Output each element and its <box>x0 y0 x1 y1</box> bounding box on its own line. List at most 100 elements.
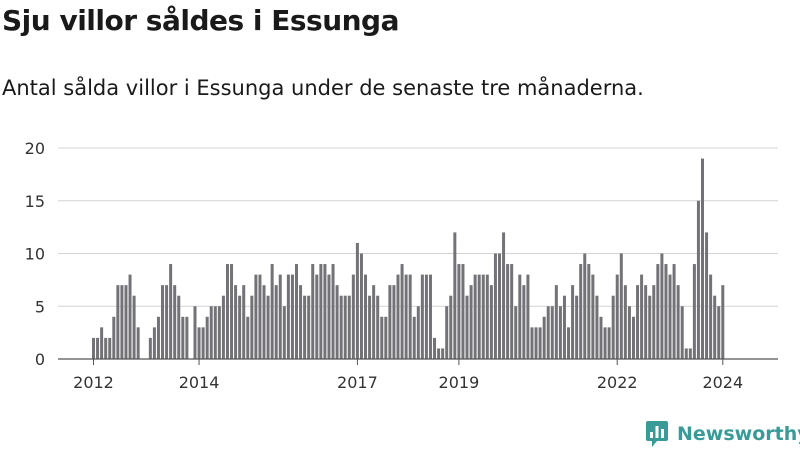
bar <box>262 285 266 359</box>
bar <box>124 285 128 359</box>
chart-subtitle: Antal sålda villor i Essunga under de se… <box>2 76 644 100</box>
bar <box>554 285 558 359</box>
bar <box>355 242 359 359</box>
bar <box>201 327 205 359</box>
bar <box>457 264 461 359</box>
bar <box>583 253 587 359</box>
bar <box>713 295 717 359</box>
bar <box>599 316 603 359</box>
bar <box>278 274 282 359</box>
bar <box>368 295 372 359</box>
bar <box>558 306 562 359</box>
bar <box>400 264 404 359</box>
bar <box>721 285 725 359</box>
bar <box>116 285 120 359</box>
x-tick-label: 2017 <box>337 373 378 392</box>
y-tick-label: 10 <box>25 245 45 264</box>
bar <box>303 295 307 359</box>
x-tick-label: 2019 <box>439 373 480 392</box>
bar <box>648 295 652 359</box>
bar <box>274 285 278 359</box>
bar <box>120 285 124 359</box>
bar <box>530 327 534 359</box>
bar <box>319 264 323 359</box>
bar <box>575 295 579 359</box>
bar <box>339 295 343 359</box>
bar <box>579 264 583 359</box>
bar <box>108 337 112 359</box>
bar <box>420 274 424 359</box>
bar <box>234 285 238 359</box>
bar <box>696 200 700 359</box>
newsworthy-logo: Newsworthy <box>645 420 800 448</box>
bar <box>627 306 631 359</box>
bar <box>676 285 680 359</box>
bar <box>351 274 355 359</box>
bar <box>445 306 449 359</box>
bar <box>481 274 485 359</box>
bar <box>384 316 388 359</box>
bar <box>469 285 473 359</box>
bar <box>100 327 104 359</box>
bar <box>465 295 469 359</box>
bar <box>534 327 538 359</box>
bar <box>424 274 428 359</box>
bar <box>282 306 286 359</box>
bar <box>473 274 477 359</box>
bar <box>453 232 457 359</box>
bar <box>197 327 201 359</box>
bar <box>408 274 412 359</box>
bar <box>250 295 254 359</box>
bar <box>680 306 684 359</box>
bar <box>656 264 660 359</box>
x-tick-label: 2012 <box>73 373 114 392</box>
bar <box>193 306 197 359</box>
bar <box>692 264 696 359</box>
bar <box>489 285 493 359</box>
bar <box>177 295 181 359</box>
bar <box>380 316 384 359</box>
bar <box>112 316 116 359</box>
bar <box>230 264 234 359</box>
bar <box>652 285 656 359</box>
bar <box>295 264 298 359</box>
x-tick-label: 2014 <box>179 373 220 392</box>
bar <box>522 285 526 359</box>
bar <box>286 274 290 359</box>
bar <box>388 285 392 359</box>
bar <box>461 264 465 359</box>
bar <box>404 274 408 359</box>
bar <box>128 274 132 359</box>
bar <box>449 295 453 359</box>
bar <box>672 264 676 359</box>
bar <box>104 337 108 359</box>
bar <box>441 348 445 359</box>
bar <box>299 285 303 359</box>
bar <box>493 253 497 359</box>
bar <box>506 264 510 359</box>
bar <box>92 337 95 359</box>
bar <box>514 306 518 359</box>
bar <box>477 274 481 359</box>
logo-text: Newsworthy <box>677 423 800 445</box>
bar <box>258 274 262 359</box>
bar <box>587 264 591 359</box>
bar <box>311 264 315 359</box>
bar <box>343 295 347 359</box>
bar <box>571 285 575 359</box>
bar <box>331 264 335 359</box>
y-tick-label: 5 <box>35 297 45 316</box>
bar <box>372 285 376 359</box>
bar <box>644 285 648 359</box>
bar <box>169 264 173 359</box>
highlight-value-label: 7 <box>742 0 753 5</box>
bar <box>567 327 571 359</box>
bar <box>660 253 664 359</box>
y-tick-label: 15 <box>25 192 45 211</box>
bar <box>498 253 501 359</box>
bar <box>510 264 514 359</box>
chart-title: Sju villor såldes i Essunga <box>2 4 400 37</box>
x-tick-label: 2024 <box>702 373 743 392</box>
y-tick-label: 0 <box>35 350 45 369</box>
